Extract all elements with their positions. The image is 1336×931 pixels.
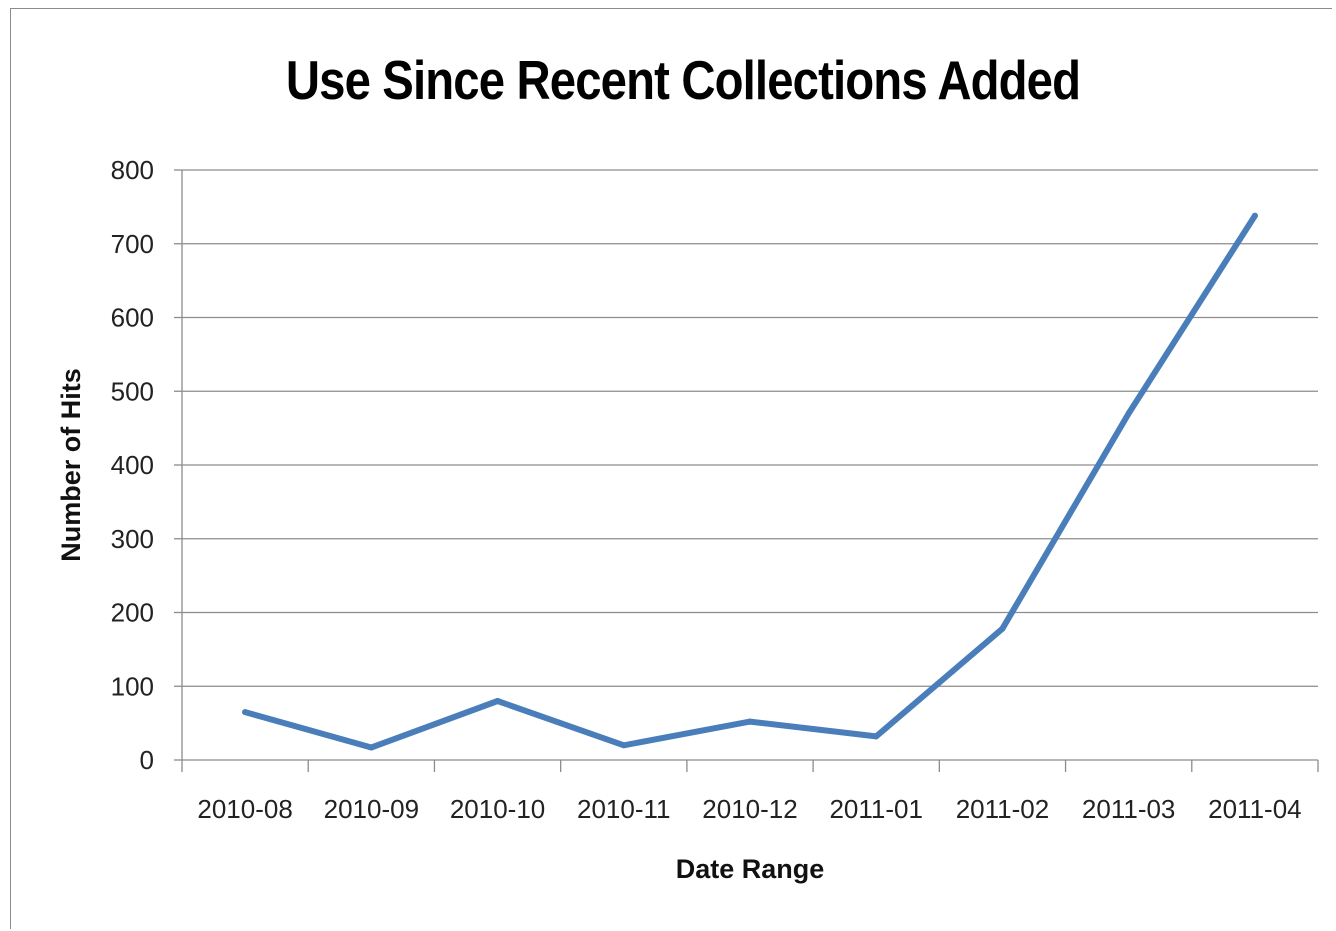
y-tick-label: 0 — [140, 745, 154, 775]
data-point — [999, 625, 1006, 632]
y-axis-title: Number of Hits — [56, 368, 86, 562]
x-tick-label: 2011-04 — [1208, 794, 1302, 824]
chart-title: Use Since Recent Collections Added — [285, 49, 1081, 111]
x-tick-labels: 2010-08 2010-09 2010-10 2010-11 2010-12 2011-… — [197, 794, 1301, 824]
series-line — [242, 212, 1258, 751]
data-point — [494, 698, 501, 704]
series-group — [242, 212, 1258, 751]
data-point — [873, 733, 880, 740]
data-point — [242, 709, 249, 716]
x-tick-label: 2011-02 — [956, 794, 1050, 824]
x-tick-label: 2010-08 — [197, 794, 292, 824]
chart-frame — [10, 8, 1332, 929]
y-tick-label: 400 — [111, 450, 154, 480]
x-tick-label: 2010-12 — [702, 794, 797, 824]
data-point — [368, 744, 375, 751]
y-tick-label: 100 — [111, 671, 154, 701]
data-point — [1125, 410, 1132, 417]
x-tick-label: 2011-03 — [1082, 794, 1176, 824]
x-tick-label: 2010-09 — [324, 794, 419, 824]
data-point — [1251, 212, 1258, 219]
x-tick-label: 2010-10 — [450, 794, 545, 824]
gridlines — [182, 169, 1318, 687]
y-tick-label: 800 — [111, 155, 154, 185]
x-tick-label: 2011-01 — [829, 794, 923, 824]
x-tick-label: 2010-11 — [577, 794, 671, 824]
y-tick-label: 700 — [111, 229, 154, 259]
data-point — [747, 718, 753, 725]
y-tick-labels: 0 100 200 300 400 500 600 700 800 — [111, 155, 154, 775]
axes — [174, 169, 1319, 772]
y-tick-label: 500 — [111, 376, 154, 406]
y-tick-label: 200 — [111, 598, 154, 628]
data-point — [620, 742, 627, 749]
x-axis-title: Date Range — [676, 854, 825, 884]
y-tick-label: 600 — [111, 303, 154, 333]
y-tick-label: 300 — [111, 524, 154, 554]
